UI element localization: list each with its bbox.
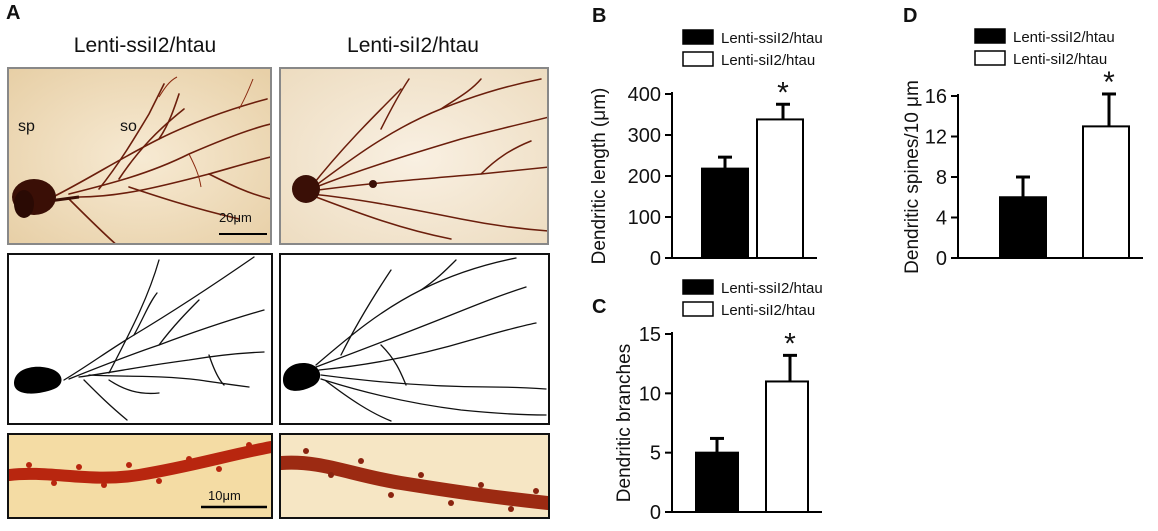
chart-d-tick-label: 8	[936, 167, 947, 189]
label-sp: sp	[18, 118, 35, 135]
panel-c-letter: C	[592, 296, 606, 318]
legend-c-label-open: Lenti-siI2/htau	[721, 302, 815, 319]
chart-b-significance-star: *	[777, 76, 789, 109]
chart-c-tick-label: 10	[639, 383, 661, 405]
tracing-right-drawing	[283, 257, 547, 422]
chart-b-tick-label: 100	[628, 207, 661, 229]
chart-c-bar-1	[695, 451, 739, 513]
chart-d-bar-2	[1082, 125, 1130, 259]
legend-d-swatch-open	[974, 50, 1006, 66]
micrograph-right	[279, 67, 549, 245]
legend-d-label-open: Lenti-siI2/htau	[1013, 51, 1107, 68]
chart-d-tick-label: 4	[936, 208, 947, 230]
chart-d-significance-star: *	[1103, 66, 1115, 99]
micrograph-left	[7, 67, 272, 245]
chart-d-tick-label: 12	[925, 127, 947, 149]
legend-b-swatch-filled	[682, 29, 714, 45]
chart-c-tick-label: 5	[650, 443, 661, 465]
left-column-title: Lenti-ssiI2/htau	[73, 34, 217, 57]
tracing-left	[7, 253, 273, 425]
chart-c-y-label: Dendritic branches	[614, 344, 635, 502]
chart-b-tick-label: 400	[628, 84, 661, 106]
chart-d-tick-label: 0	[936, 248, 947, 270]
spine-image-right	[279, 433, 550, 519]
chart-d-y-label: Dendritic spines/10 μm	[902, 80, 923, 274]
chart-d-bar-1	[999, 196, 1047, 259]
panel-b-letter: B	[592, 5, 606, 27]
chart-b-y-label: Dendritic length (μm)	[589, 88, 610, 265]
chart-c-tick-label: 0	[650, 502, 661, 524]
legend-d-swatch-filled	[974, 28, 1006, 44]
legend-c-label-filled: Lenti-ssiI2/htau	[721, 280, 823, 297]
tracing-right	[279, 253, 550, 425]
micrograph-left-image	[9, 69, 270, 243]
spine-image-left	[7, 433, 273, 519]
chart-b-bar-2	[756, 118, 804, 259]
panel-a-letter: A	[6, 2, 21, 24]
chart-d-tick-label: 16	[925, 86, 947, 108]
legend-d-label-filled: Lenti-ssiI2/htau	[1013, 29, 1115, 46]
chart-c-bar-2	[765, 380, 809, 514]
scale-label-20um: 20μm	[219, 210, 252, 225]
legend-b-swatch-open	[682, 51, 714, 67]
right-column-title: Lenti-siI2/htau	[347, 34, 479, 57]
legend-b-label-filled: Lenti-ssiI2/htau	[721, 30, 823, 47]
chart-b-tick-label: 200	[628, 166, 661, 188]
chart-b-tick-label: 300	[628, 125, 661, 147]
spine-right-drawing	[281, 448, 548, 512]
scale-label-10um: 10μm	[208, 488, 241, 503]
label-so: so	[120, 118, 137, 135]
chart-b-tick-label: 0	[650, 248, 661, 270]
tracing-left-drawing	[14, 256, 265, 421]
chart-c-significance-star: *	[784, 327, 796, 360]
chart-c-tick-label: 15	[639, 324, 661, 346]
legend-b-label-open: Lenti-siI2/htau	[721, 52, 815, 69]
legend-c-swatch-open	[682, 301, 714, 317]
legend-c-swatch-filled	[682, 279, 714, 295]
chart-b-bar-1	[701, 167, 749, 259]
micrograph-right-image	[281, 69, 547, 243]
spine-left-drawing	[9, 441, 271, 509]
panel-d-letter: D	[903, 5, 917, 27]
